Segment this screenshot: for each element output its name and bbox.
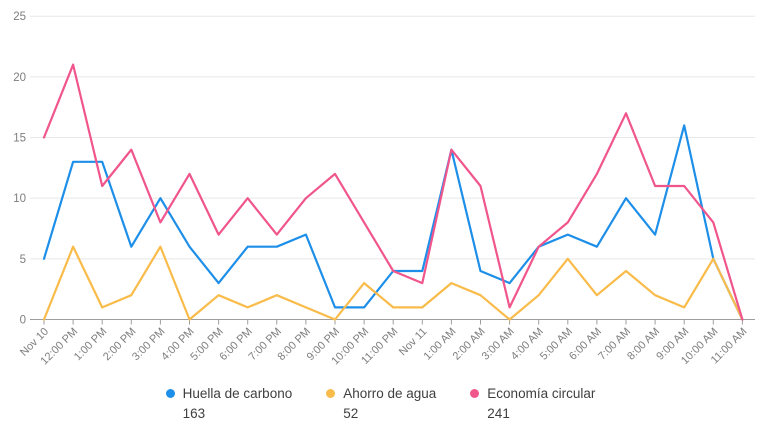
series-line-huella-de-carbono <box>42 124 744 321</box>
legend-item-value: 241 <box>487 405 510 421</box>
y-axis-tick-label: 15 <box>13 133 26 145</box>
y-axis-tick-label: 25 <box>13 11 26 23</box>
y-axis-tick-label: 0 <box>20 315 26 327</box>
y-axis-tick-label: 20 <box>13 72 26 84</box>
legend-dot-icon <box>470 389 480 398</box>
y-axis-tick-label: 10 <box>13 193 26 205</box>
series-line-econom-a-circular <box>42 63 744 321</box>
legend-dot-icon <box>165 389 175 398</box>
y-axis-tick-label: 5 <box>20 254 26 266</box>
legend-item-value: 163 <box>182 405 206 421</box>
legend-item-label: Huella de carbono <box>182 386 293 401</box>
legend-item-ahorro-de-agua[interactable]: Ahorro de agua 52 <box>326 384 436 423</box>
legend-dot-icon <box>326 389 336 398</box>
legend-item-label: Economía circular <box>487 386 596 401</box>
legend-item-value: 52 <box>343 405 359 421</box>
legend-item-economia-circular[interactable]: Economía circular 241 <box>470 384 595 423</box>
legend-item-huella-de-carbono[interactable]: Huella de carbono 163 <box>165 384 293 423</box>
legend-item-label: Ahorro de agua <box>343 386 437 401</box>
legend: Huella de carbono 163 Ahorro de agua 52 … <box>0 384 761 423</box>
series-line-ahorro-de-agua <box>42 245 744 321</box>
